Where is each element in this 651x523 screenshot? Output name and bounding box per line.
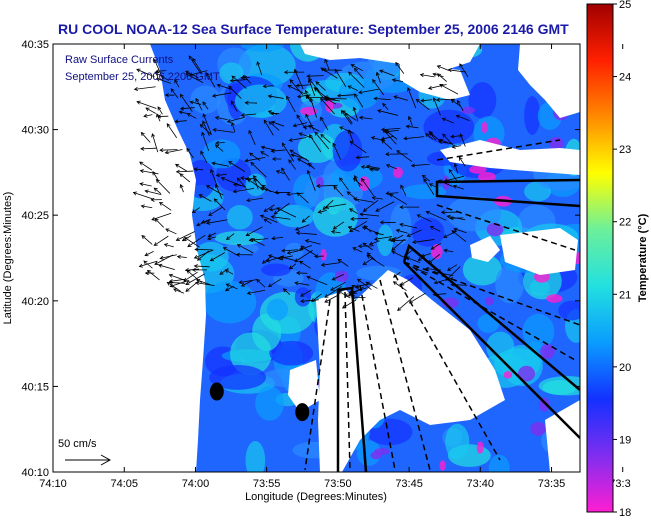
sst-patch [424, 110, 475, 145]
sst-patch [190, 86, 220, 114]
scale-arrow-label: 50 cm/s [58, 438, 97, 450]
x-tick-label: 73:50 [324, 478, 352, 490]
sst-patch [235, 84, 287, 117]
sst-patch [295, 287, 311, 306]
y-tick-label: 40:15 [21, 381, 49, 393]
chart-title: RU COOL NOAA-12 Sea Surface Temperature:… [58, 21, 569, 37]
current-vector [160, 150, 177, 151]
current-vector [307, 76, 323, 77]
sst-cold-patch [504, 371, 513, 378]
colorbar-ticks: 18 19 20 21 22 23 24 25 [613, 0, 631, 518]
sst-cold-patch [549, 137, 564, 150]
colorbar-tick-label: 22 [619, 217, 631, 229]
x-tick-label: 74:00 [182, 478, 210, 490]
x-tick-label: 74:05 [111, 478, 139, 490]
sst-cold-patch [370, 452, 381, 460]
sst-patch [468, 82, 496, 119]
sst-cold-patch [440, 460, 446, 471]
y-axis-label: Latitude (Degrees:Minutes) [2, 192, 14, 325]
colorbar-tick-label: 18 [619, 507, 631, 518]
sst-cold-patch [546, 294, 562, 303]
x-tick-label: 73:45 [395, 478, 423, 490]
colorbar-tick-label: 25 [619, 0, 631, 11]
y-tick-label: 40:10 [21, 467, 49, 479]
y-tick-label: 40:25 [21, 210, 49, 222]
sst-patch [261, 264, 291, 277]
sst-patch [227, 205, 253, 229]
sst-cold-patch [393, 167, 403, 178]
sst-cold-patch [321, 249, 327, 261]
sst-patch [558, 301, 585, 321]
colorbar-gradient [587, 4, 613, 512]
sst-cold-patch [335, 271, 349, 282]
sst-cold-patch [481, 122, 487, 134]
colorbar-tick-label: 19 [619, 434, 631, 446]
sst-patch [267, 298, 288, 320]
sst-patch [445, 424, 469, 460]
sst-cold-patch [487, 223, 504, 236]
x-axis-label: Longitude (Degrees:Minutes) [245, 491, 387, 503]
inset-label-time: September 25, 2006 2200 GMT [65, 71, 220, 83]
colorbar-tick-label: 23 [619, 144, 631, 156]
sst-cold-patch [485, 297, 494, 305]
colorbar-tick-label: 21 [619, 289, 631, 301]
colorbar-tick-label: 24 [619, 72, 631, 84]
sst-patch [215, 231, 264, 245]
x-tick-label: 73:35 [538, 478, 566, 490]
y-tick-label: 40:20 [21, 296, 49, 308]
plot-area [53, 26, 604, 481]
x-tick-label: 74:10 [39, 478, 67, 490]
sst-patch [477, 314, 499, 333]
y-tick-label: 40:30 [21, 125, 49, 137]
sst-patch [246, 441, 266, 479]
inset-label-currents: Raw Surface Currents [65, 54, 174, 66]
station-marker [210, 383, 224, 401]
x-tick-label: 73:55 [253, 478, 281, 490]
colorbar: 18 19 20 21 22 23 24 25 Temperature (°C) [587, 0, 649, 518]
sst-cold-patch [462, 107, 475, 114]
sst-cold-patch [477, 441, 484, 453]
colorbar-label: Temperature (°C) [637, 213, 649, 302]
station-marker [295, 403, 309, 421]
sst-patch [203, 281, 256, 324]
sst-patch [255, 386, 284, 421]
colorbar-tick-label: 20 [619, 362, 631, 374]
sst-patch [333, 130, 363, 172]
y-tick-label: 40:35 [21, 39, 49, 51]
sst-cold-patch [530, 422, 546, 436]
x-tick-label: 73:40 [467, 478, 495, 490]
